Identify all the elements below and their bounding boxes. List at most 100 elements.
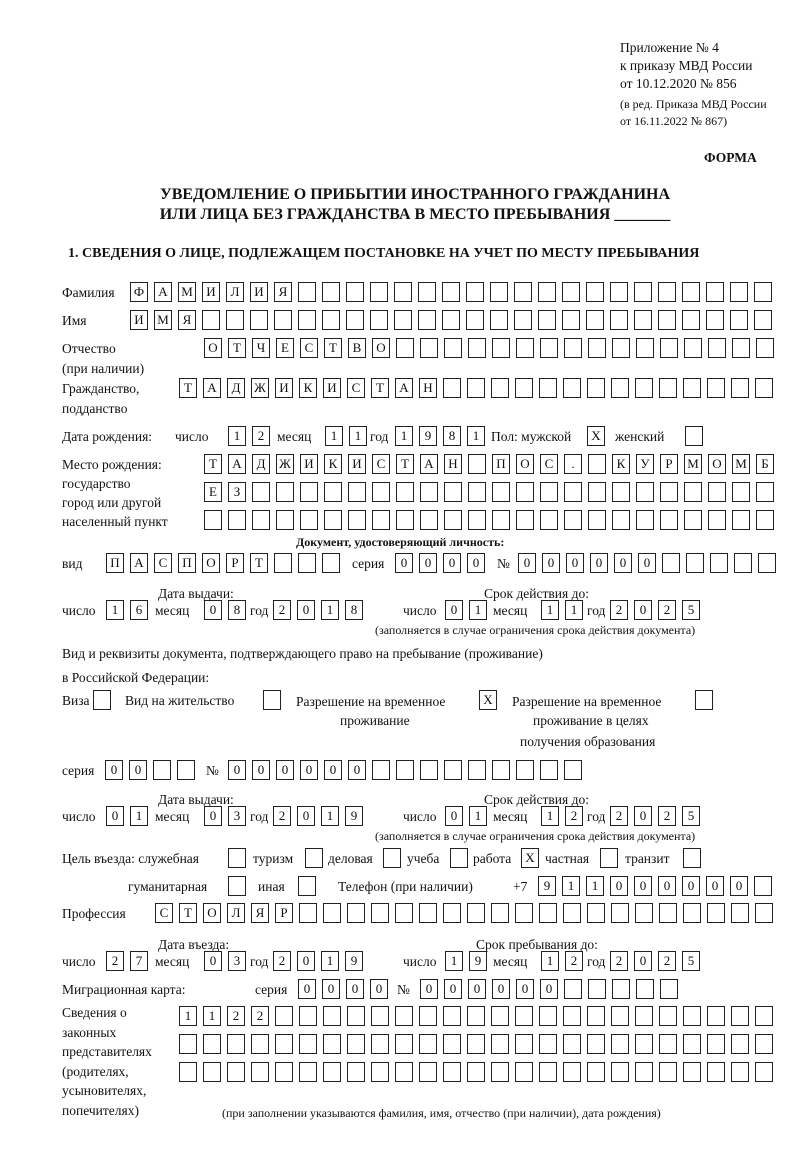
person-birthplace3-cell[interactable] bbox=[612, 510, 630, 530]
person-name-cell[interactable] bbox=[706, 310, 724, 330]
person-citizenship-cell[interactable]: Н bbox=[419, 378, 437, 398]
stay-doc-number-cell[interactable]: 0 bbox=[324, 760, 342, 780]
legal-reps-row1-cell[interactable] bbox=[419, 1006, 437, 1026]
person-surname-cell[interactable] bbox=[634, 282, 652, 302]
entry-until-year-cell[interactable]: 2 bbox=[658, 951, 676, 971]
person-patronymic-cell[interactable] bbox=[492, 338, 510, 358]
person-surname-cell[interactable] bbox=[418, 282, 436, 302]
person-birthplace2-cell[interactable] bbox=[756, 482, 774, 502]
legal-reps-row3-cell[interactable] bbox=[179, 1062, 197, 1082]
legal-reps-row3-cell[interactable] bbox=[563, 1062, 581, 1082]
stay-doc-valid-year-cell[interactable]: 0 bbox=[634, 806, 652, 826]
person-name-cell[interactable] bbox=[202, 310, 220, 330]
legal-reps-row2-cell[interactable] bbox=[755, 1034, 773, 1054]
stay-doc-number-cell[interactable]: 0 bbox=[300, 760, 318, 780]
legal-reps-row3-cell[interactable] bbox=[611, 1062, 629, 1082]
stay-doc-series-cell[interactable]: 0 bbox=[105, 760, 123, 780]
person-citizenship-cell[interactable]: И bbox=[323, 378, 341, 398]
profession-value-cell[interactable] bbox=[299, 903, 317, 923]
person-name-cell[interactable]: И bbox=[130, 310, 148, 330]
legal-reps-row2-cell[interactable] bbox=[563, 1034, 581, 1054]
migration-card-series-cell[interactable]: 0 bbox=[298, 979, 316, 999]
legal-reps-row2-cell[interactable] bbox=[299, 1034, 317, 1054]
id-doc-series-cell[interactable]: 0 bbox=[395, 553, 413, 573]
stay-doc-number-cell[interactable] bbox=[516, 760, 534, 780]
person-birthplace3-cell[interactable] bbox=[732, 510, 750, 530]
stay-doc-issue-month-cell[interactable]: 0 bbox=[204, 806, 222, 826]
person-birthplace3-cell[interactable] bbox=[756, 510, 774, 530]
purpose-business-cell[interactable] bbox=[383, 848, 401, 868]
phone-number-cell[interactable]: 0 bbox=[682, 876, 700, 896]
stay-doc-trp-cell[interactable]: X bbox=[479, 690, 497, 710]
stay-doc-issue-day-cell[interactable]: 1 bbox=[130, 806, 148, 826]
stay-doc-residence-cell[interactable] bbox=[263, 690, 281, 710]
id-doc-valid-year-cell[interactable]: 2 bbox=[610, 600, 628, 620]
person-citizenship-cell[interactable]: С bbox=[347, 378, 365, 398]
migration-card-number-cell[interactable]: 0 bbox=[492, 979, 510, 999]
person-citizenship-cell[interactable] bbox=[467, 378, 485, 398]
person-surname-cell[interactable]: Л bbox=[226, 282, 244, 302]
person-patronymic-cell[interactable] bbox=[756, 338, 774, 358]
profession-value-cell[interactable] bbox=[683, 903, 701, 923]
legal-reps-row1-cell[interactable] bbox=[395, 1006, 413, 1026]
phone-number-cell[interactable]: 9 bbox=[538, 876, 556, 896]
legal-reps-row1-cell[interactable] bbox=[371, 1006, 389, 1026]
id-doc-number-cell[interactable]: 0 bbox=[542, 553, 560, 573]
person-birthplace1-cell[interactable]: . bbox=[564, 454, 582, 474]
profession-value-cell[interactable] bbox=[467, 903, 485, 923]
person-dob-month-cell[interactable]: 1 bbox=[325, 426, 343, 446]
person-citizenship-cell[interactable] bbox=[731, 378, 749, 398]
legal-reps-row2-cell[interactable] bbox=[587, 1034, 605, 1054]
id-doc-number-cell[interactable] bbox=[758, 553, 776, 573]
profession-value-cell[interactable]: Р bbox=[275, 903, 293, 923]
person-citizenship-cell[interactable] bbox=[707, 378, 725, 398]
person-surname-cell[interactable] bbox=[442, 282, 460, 302]
person-birthplace2-cell[interactable] bbox=[396, 482, 414, 502]
person-birthplace3-cell[interactable] bbox=[492, 510, 510, 530]
legal-reps-row3-cell[interactable] bbox=[371, 1062, 389, 1082]
person-birthplace2-cell[interactable] bbox=[564, 482, 582, 502]
stay-doc-series-cell[interactable]: 0 bbox=[129, 760, 147, 780]
person-surname-cell[interactable] bbox=[586, 282, 604, 302]
legal-reps-row2-cell[interactable] bbox=[467, 1034, 485, 1054]
person-birthplace3-cell[interactable] bbox=[420, 510, 438, 530]
person-birthplace3-cell[interactable] bbox=[516, 510, 534, 530]
person-citizenship-cell[interactable]: А bbox=[395, 378, 413, 398]
person-patronymic-cell[interactable] bbox=[612, 338, 630, 358]
person-patronymic-cell[interactable]: Ч bbox=[252, 338, 270, 358]
entry-entry-month-cell[interactable]: 3 bbox=[228, 951, 246, 971]
legal-reps-row2-cell[interactable] bbox=[515, 1034, 533, 1054]
person-dob-year-cell[interactable]: 1 bbox=[467, 426, 485, 446]
profession-value-cell[interactable] bbox=[635, 903, 653, 923]
person-citizenship-cell[interactable] bbox=[443, 378, 461, 398]
legal-reps-row1-cell[interactable] bbox=[635, 1006, 653, 1026]
person-citizenship-cell[interactable]: А bbox=[203, 378, 221, 398]
person-birthplace2-cell[interactable] bbox=[444, 482, 462, 502]
person-name-cell[interactable] bbox=[274, 310, 292, 330]
stay-doc-valid-month-cell[interactable]: 2 bbox=[565, 806, 583, 826]
person-birthplace2-cell[interactable] bbox=[348, 482, 366, 502]
legal-reps-row1-cell[interactable]: 1 bbox=[179, 1006, 197, 1026]
legal-reps-row3-cell[interactable] bbox=[419, 1062, 437, 1082]
legal-reps-row2-cell[interactable] bbox=[683, 1034, 701, 1054]
migration-card-number-cell[interactable]: 0 bbox=[516, 979, 534, 999]
person-patronymic-cell[interactable] bbox=[684, 338, 702, 358]
legal-reps-row1-cell[interactable] bbox=[659, 1006, 677, 1026]
person-birthplace2-cell[interactable] bbox=[468, 482, 486, 502]
id-doc-number-cell[interactable]: 0 bbox=[638, 553, 656, 573]
person-patronymic-cell[interactable] bbox=[516, 338, 534, 358]
id-doc-issue-year-cell[interactable]: 0 bbox=[297, 600, 315, 620]
legal-reps-row2-cell[interactable] bbox=[635, 1034, 653, 1054]
legal-reps-row3-cell[interactable] bbox=[395, 1062, 413, 1082]
person-surname-cell[interactable] bbox=[466, 282, 484, 302]
person-patronymic-cell[interactable] bbox=[564, 338, 582, 358]
id-doc-type-cell[interactable]: А bbox=[130, 553, 148, 573]
migration-card-number-cell[interactable]: 0 bbox=[444, 979, 462, 999]
legal-reps-row3-cell[interactable] bbox=[587, 1062, 605, 1082]
person-citizenship-cell[interactable]: Д bbox=[227, 378, 245, 398]
person-birthplace3-cell[interactable] bbox=[372, 510, 390, 530]
phone-number-cell[interactable] bbox=[754, 876, 772, 896]
id-doc-type-cell[interactable]: С bbox=[154, 553, 172, 573]
entry-until-month-cell[interactable]: 1 bbox=[541, 951, 559, 971]
person-name-cell[interactable] bbox=[538, 310, 556, 330]
